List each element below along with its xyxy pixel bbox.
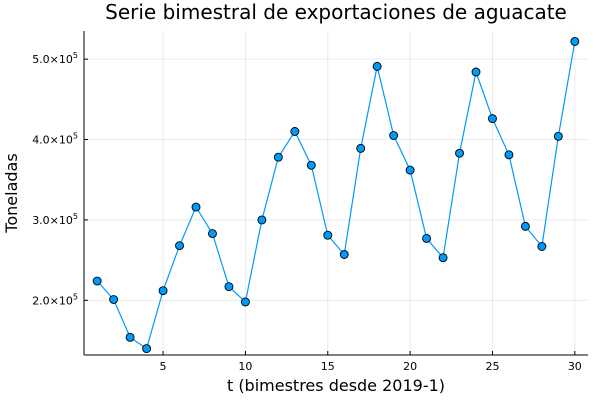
data-point [372, 61, 382, 71]
data-point [142, 344, 152, 354]
x-axis-ticks: 5 10 15 20 25 30 [160, 351, 582, 373]
y-tick-mantissa: 2.0×10 [32, 294, 73, 307]
y-axis-label: Toneladas [2, 153, 21, 233]
x-tick-label: 25 [485, 360, 499, 373]
x-tick-label: 30 [568, 360, 582, 373]
y-tick-label: 3.0×105 [32, 212, 78, 227]
data-point [109, 295, 119, 304]
data-point [240, 297, 250, 307]
x-axis-label: t (bimestres desde 2019-1) [227, 376, 445, 395]
y-tick-exponent: 5 [73, 51, 78, 60]
y-tick-exponent: 5 [73, 132, 78, 141]
data-point [257, 215, 267, 225]
plot-frame [83, 31, 588, 356]
data-point [488, 114, 497, 124]
x-tick-label: 10 [238, 360, 252, 373]
y-tick-mantissa: 4.0×10 [32, 134, 73, 147]
chart-title: Serie bimestral de exportaciones de agua… [105, 0, 567, 24]
data-point [158, 286, 168, 296]
data-point [520, 221, 530, 231]
data-point [273, 152, 283, 162]
data-point [422, 233, 432, 243]
data-point [405, 165, 415, 175]
data-point [224, 282, 234, 292]
y-tick-exponent: 5 [73, 212, 78, 221]
data-point [471, 67, 481, 77]
x-tick-label: 15 [321, 360, 335, 373]
data-point [570, 37, 580, 46]
y-tick-label: 2.0×105 [32, 292, 78, 307]
grid-layer [84, 31, 588, 355]
y-tick-exponent: 5 [73, 292, 78, 301]
data-point [438, 253, 448, 263]
x-tick-label: 20 [403, 360, 417, 373]
data-point [537, 242, 547, 251]
data-point [92, 276, 102, 286]
y-tick-mantissa: 3.0×10 [32, 214, 73, 227]
y-tick-label: 4.0×105 [32, 132, 78, 147]
data-point [323, 230, 333, 240]
data-point [339, 250, 349, 259]
series-line-0 [96, 41, 576, 350]
x-tick-label: 5 [160, 360, 167, 373]
data-point [125, 332, 135, 342]
data-point [504, 150, 514, 160]
data-point [455, 148, 464, 158]
data-point [306, 160, 316, 170]
data-point [553, 131, 563, 141]
y-tick-mantissa: 5.0×10 [32, 53, 73, 66]
data-point [208, 229, 217, 239]
y-tick-label: 5.0×105 [32, 51, 78, 66]
data-point [356, 143, 366, 153]
series-layer [92, 37, 580, 354]
data-point [191, 202, 201, 212]
data-point [290, 127, 300, 136]
data-point [175, 241, 184, 251]
data-point [389, 131, 399, 140]
